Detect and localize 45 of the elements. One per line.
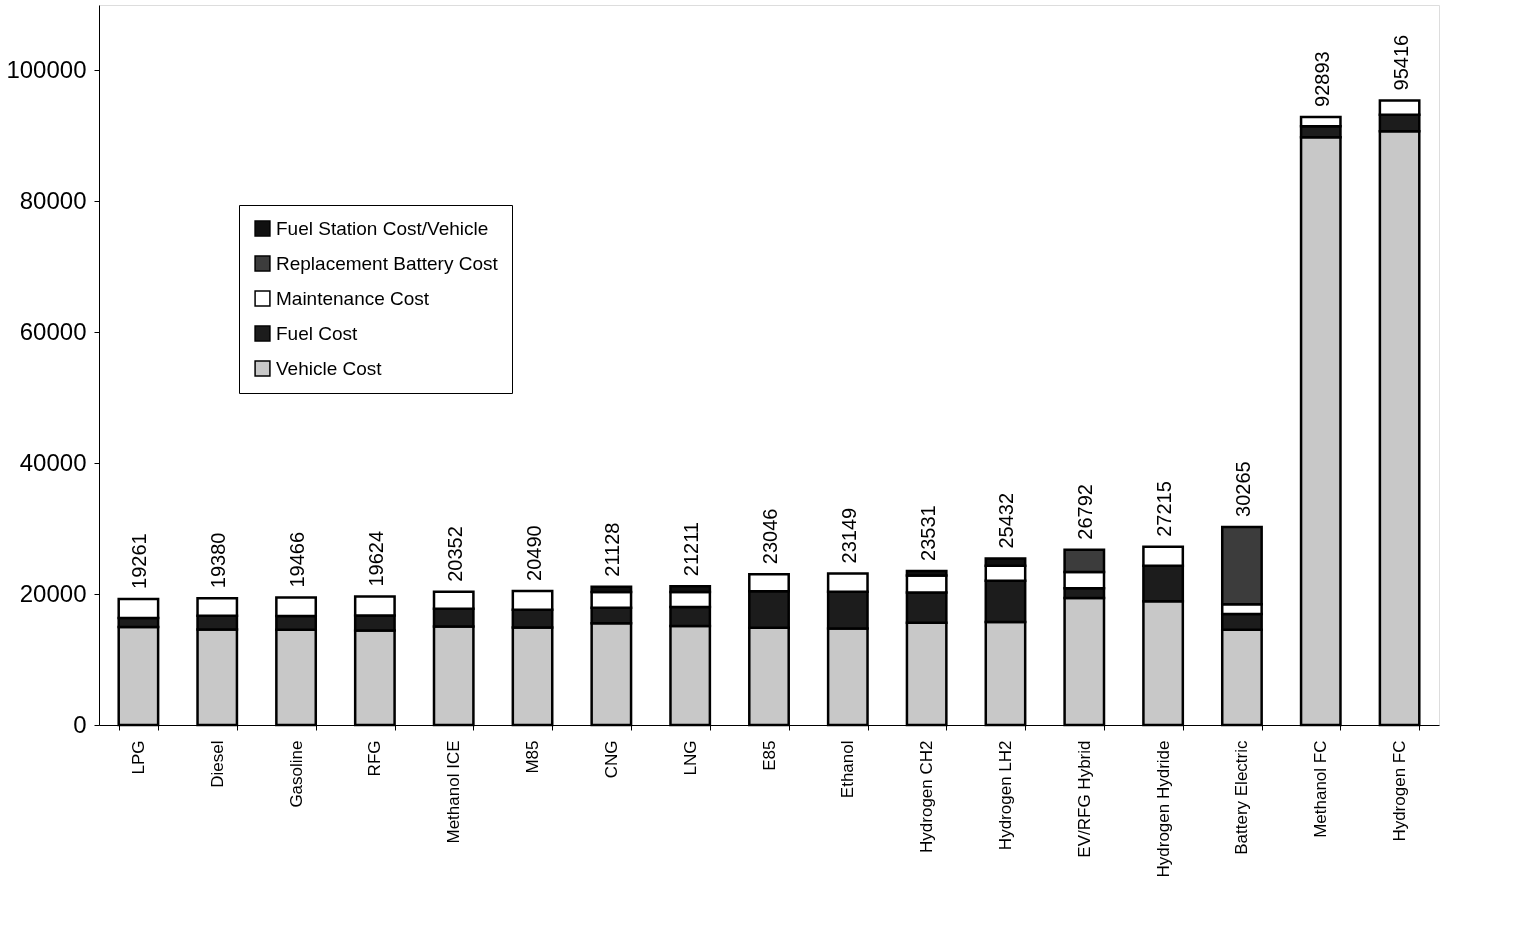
total-label: 95416 [1389, 34, 1412, 91]
total-label: 19380 [207, 532, 230, 589]
x-tick-label: Battery Electric [1232, 740, 1252, 855]
total-label: 19466 [286, 531, 309, 588]
x-tick-label: LPG [128, 740, 148, 775]
total-label: 27215 [1153, 481, 1176, 537]
total-label: 20352 [443, 526, 466, 582]
total-label: 92893 [1310, 51, 1333, 107]
total-label: 23149 [837, 507, 860, 564]
total-label: 30265 [1231, 461, 1254, 517]
y-tick-label: 60000 [19, 317, 87, 345]
x-tick-label: Hydrogen FC [1390, 740, 1410, 842]
legend-label: Vehicle Cost [276, 357, 383, 379]
x-tick-label: Gasoline [286, 740, 306, 808]
x-tick-label: Methanol FC [1311, 740, 1331, 838]
x-tick-label: Methanol ICE [444, 740, 464, 844]
total-label: 23046 [759, 508, 781, 565]
total-label: 19624 [364, 530, 387, 587]
y-tick-label: 80000 [19, 186, 87, 214]
total-label: 23531 [916, 505, 939, 561]
x-tick-label: RFG [365, 740, 385, 777]
total-label: 25432 [995, 492, 1018, 549]
total-label: 20490 [522, 525, 545, 581]
x-tick-label: Diesel [207, 740, 227, 788]
x-tick-label: M85 [523, 740, 543, 774]
total-label: 21211 [680, 522, 703, 577]
x-tick-label: EV/RFG Hybrid [1074, 740, 1094, 858]
total-label: 19261 [128, 533, 151, 589]
x-tick-label: Hydrogen CH2 [917, 740, 937, 853]
x-tick-label: CNG [601, 740, 621, 779]
legend-label: Fuel Station Cost/Vehicle [276, 217, 489, 239]
x-tick-label: Ethanol [838, 740, 858, 799]
y-tick-label: 0 [73, 710, 87, 738]
legend-label: Maintenance Cost [276, 287, 430, 309]
x-tick-label: Hydrogen LH2 [995, 740, 1015, 851]
x-tick-label: LNG [680, 740, 700, 776]
legend-label: Fuel Cost [276, 322, 359, 344]
legend-label: Replacement Battery Cost [276, 252, 499, 274]
y-tick-label: 40000 [19, 448, 87, 476]
x-tick-label: Hydrogen Hydride [1153, 740, 1173, 878]
y-tick-label: 20000 [19, 579, 87, 607]
total-label: 21128 [601, 522, 624, 577]
y-tick-label: 100000 [6, 55, 87, 83]
x-tick-label: E85 [759, 740, 779, 771]
total-label: 26792 [1074, 484, 1097, 540]
